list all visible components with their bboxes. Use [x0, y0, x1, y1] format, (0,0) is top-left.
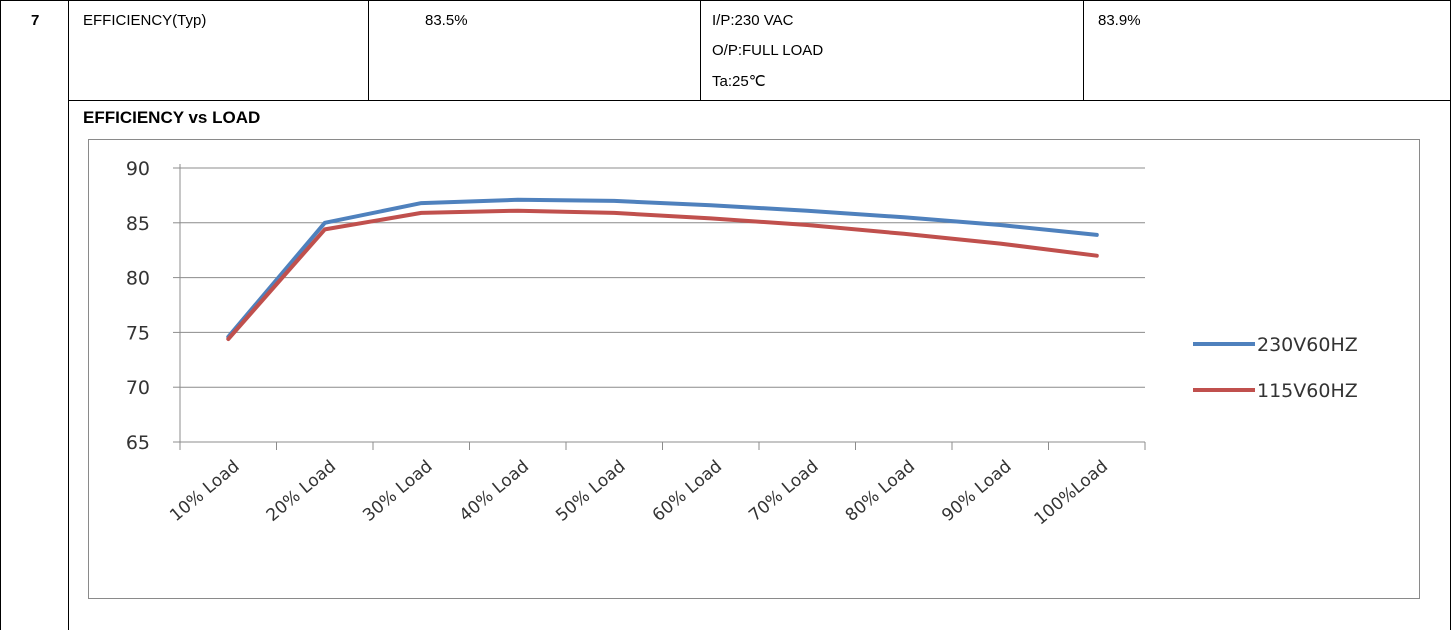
y-tick-label: 65 [126, 432, 150, 454]
x-tick-label: 70% Load [745, 457, 822, 526]
condition-line: I/P:230 VAC [712, 12, 794, 29]
x-tick-label: 80% Load [842, 457, 919, 526]
legend: 230V60HZ 115V60HZ [1193, 334, 1358, 402]
column-divider-2 [368, 0, 369, 101]
y-tick-label: 85 [126, 213, 150, 235]
parameter-label: EFFICIENCY(Typ) [83, 12, 207, 29]
condition-line: O/P:FULL LOAD [712, 42, 824, 59]
y-tick-label: 90 [126, 158, 150, 180]
x-tick-label: 90% Load [938, 457, 1015, 526]
y-tick-label: 70 [126, 377, 150, 399]
spec-value: 83.5% [425, 12, 468, 29]
grid-lines [180, 167, 1145, 388]
measured-value: 83.9% [1098, 12, 1141, 29]
data-series [226, 197, 1099, 341]
y-axis-ticks: 90 85 80 75 70 65 [126, 158, 180, 454]
legend-label: 115V60HZ [1257, 380, 1358, 402]
x-tick-label: 40% Load [456, 457, 533, 526]
x-tick-label: 60% Load [649, 457, 726, 526]
column-divider-3 [700, 0, 701, 101]
chart-frame [88, 139, 1420, 599]
chart-heading: EFFICIENCY vs LOAD [83, 108, 261, 127]
column-divider-4 [1083, 0, 1084, 101]
y-tick-label: 75 [126, 322, 150, 344]
item-column-divider [68, 0, 69, 630]
condition-line: Ta:25℃ [712, 73, 766, 90]
table-top-border [0, 0, 1451, 1]
y-tick-label: 80 [126, 268, 150, 290]
row-divider [68, 100, 1451, 101]
x-tick-label: 20% Load [263, 457, 340, 526]
item-number: 7 [31, 12, 40, 29]
x-tick-label: 50% Load [552, 457, 629, 526]
series-line [226, 208, 1099, 341]
legend-label: 230V60HZ [1257, 334, 1358, 356]
x-tick-label: 30% Load [359, 457, 436, 526]
x-tick-label: 100%Load [1031, 457, 1112, 530]
axes [179, 164, 1145, 443]
x-tick-label: 10% Load [166, 457, 243, 526]
x-axis-ticks: 10% Load 20% Load 30% Load 40% Load 50% Load… [166, 442, 1146, 530]
series-line [226, 197, 1099, 339]
table-left-border [0, 0, 1, 630]
